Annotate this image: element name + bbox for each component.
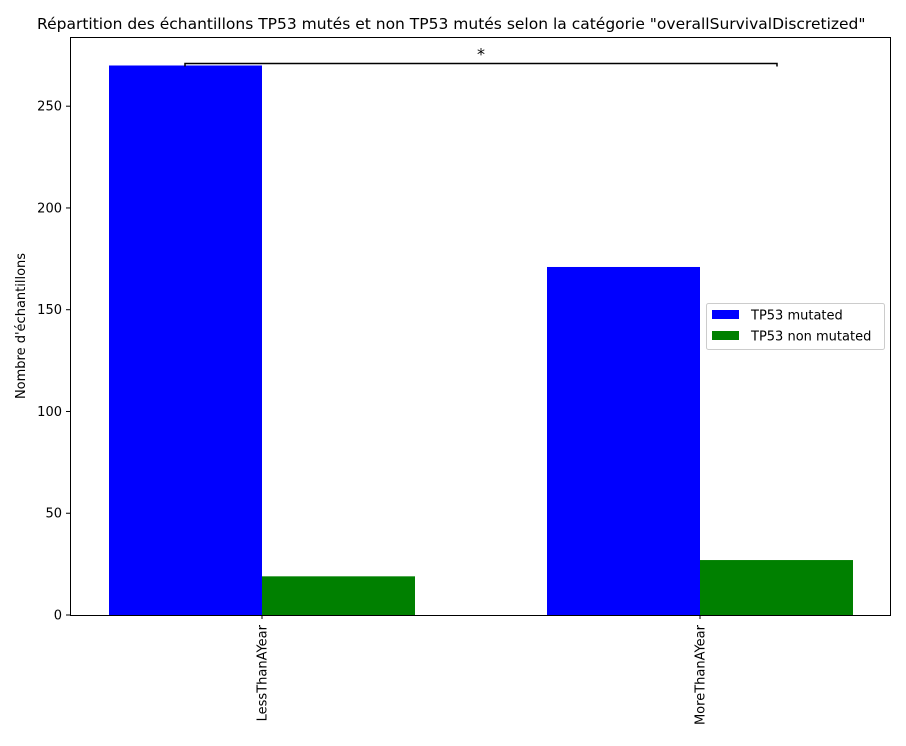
legend-swatch-mutated <box>712 310 739 319</box>
x-tick-label: LessThanAYear <box>256 624 271 721</box>
legend: TP53 mutated TP53 non mutated <box>706 303 885 350</box>
chart-title: Répartition des échantillons TP53 mutés … <box>37 15 866 33</box>
y-tick-label: 0 <box>54 609 62 624</box>
bar-mutated-LessThanAYear <box>109 65 262 615</box>
legend-swatch-non-mutated <box>712 331 739 340</box>
y-tick-label: 50 <box>45 507 62 522</box>
bar-non-mutated-MoreThanAYear <box>700 560 853 615</box>
y-tick-label: 200 <box>37 201 62 216</box>
x-tick-label: MoreThanAYear <box>694 624 709 725</box>
y-tick-label: 250 <box>37 100 62 115</box>
y-axis-label: Nombre d'échantillons <box>14 253 29 399</box>
plot-frame <box>70 37 891 616</box>
significance-annotation: * <box>184 44 778 67</box>
y-tick-label: 150 <box>37 303 62 318</box>
bar-non-mutated-LessThanAYear <box>262 576 415 615</box>
legend-label-mutated: TP53 mutated <box>750 309 843 324</box>
y-tick-label: 100 <box>37 405 62 420</box>
bar-mutated-MoreThanAYear <box>547 266 700 615</box>
bars-layer <box>109 65 853 615</box>
significance-star: * <box>477 44 485 63</box>
y-axis: 0 50 100 150 200 250 <box>37 100 70 624</box>
legend-label-non-mutated: TP53 non mutated <box>750 330 871 345</box>
legend-box <box>706 303 885 350</box>
x-axis: LessThanAYear MoreThanAYear <box>256 615 709 725</box>
significance-bracket <box>184 62 778 67</box>
